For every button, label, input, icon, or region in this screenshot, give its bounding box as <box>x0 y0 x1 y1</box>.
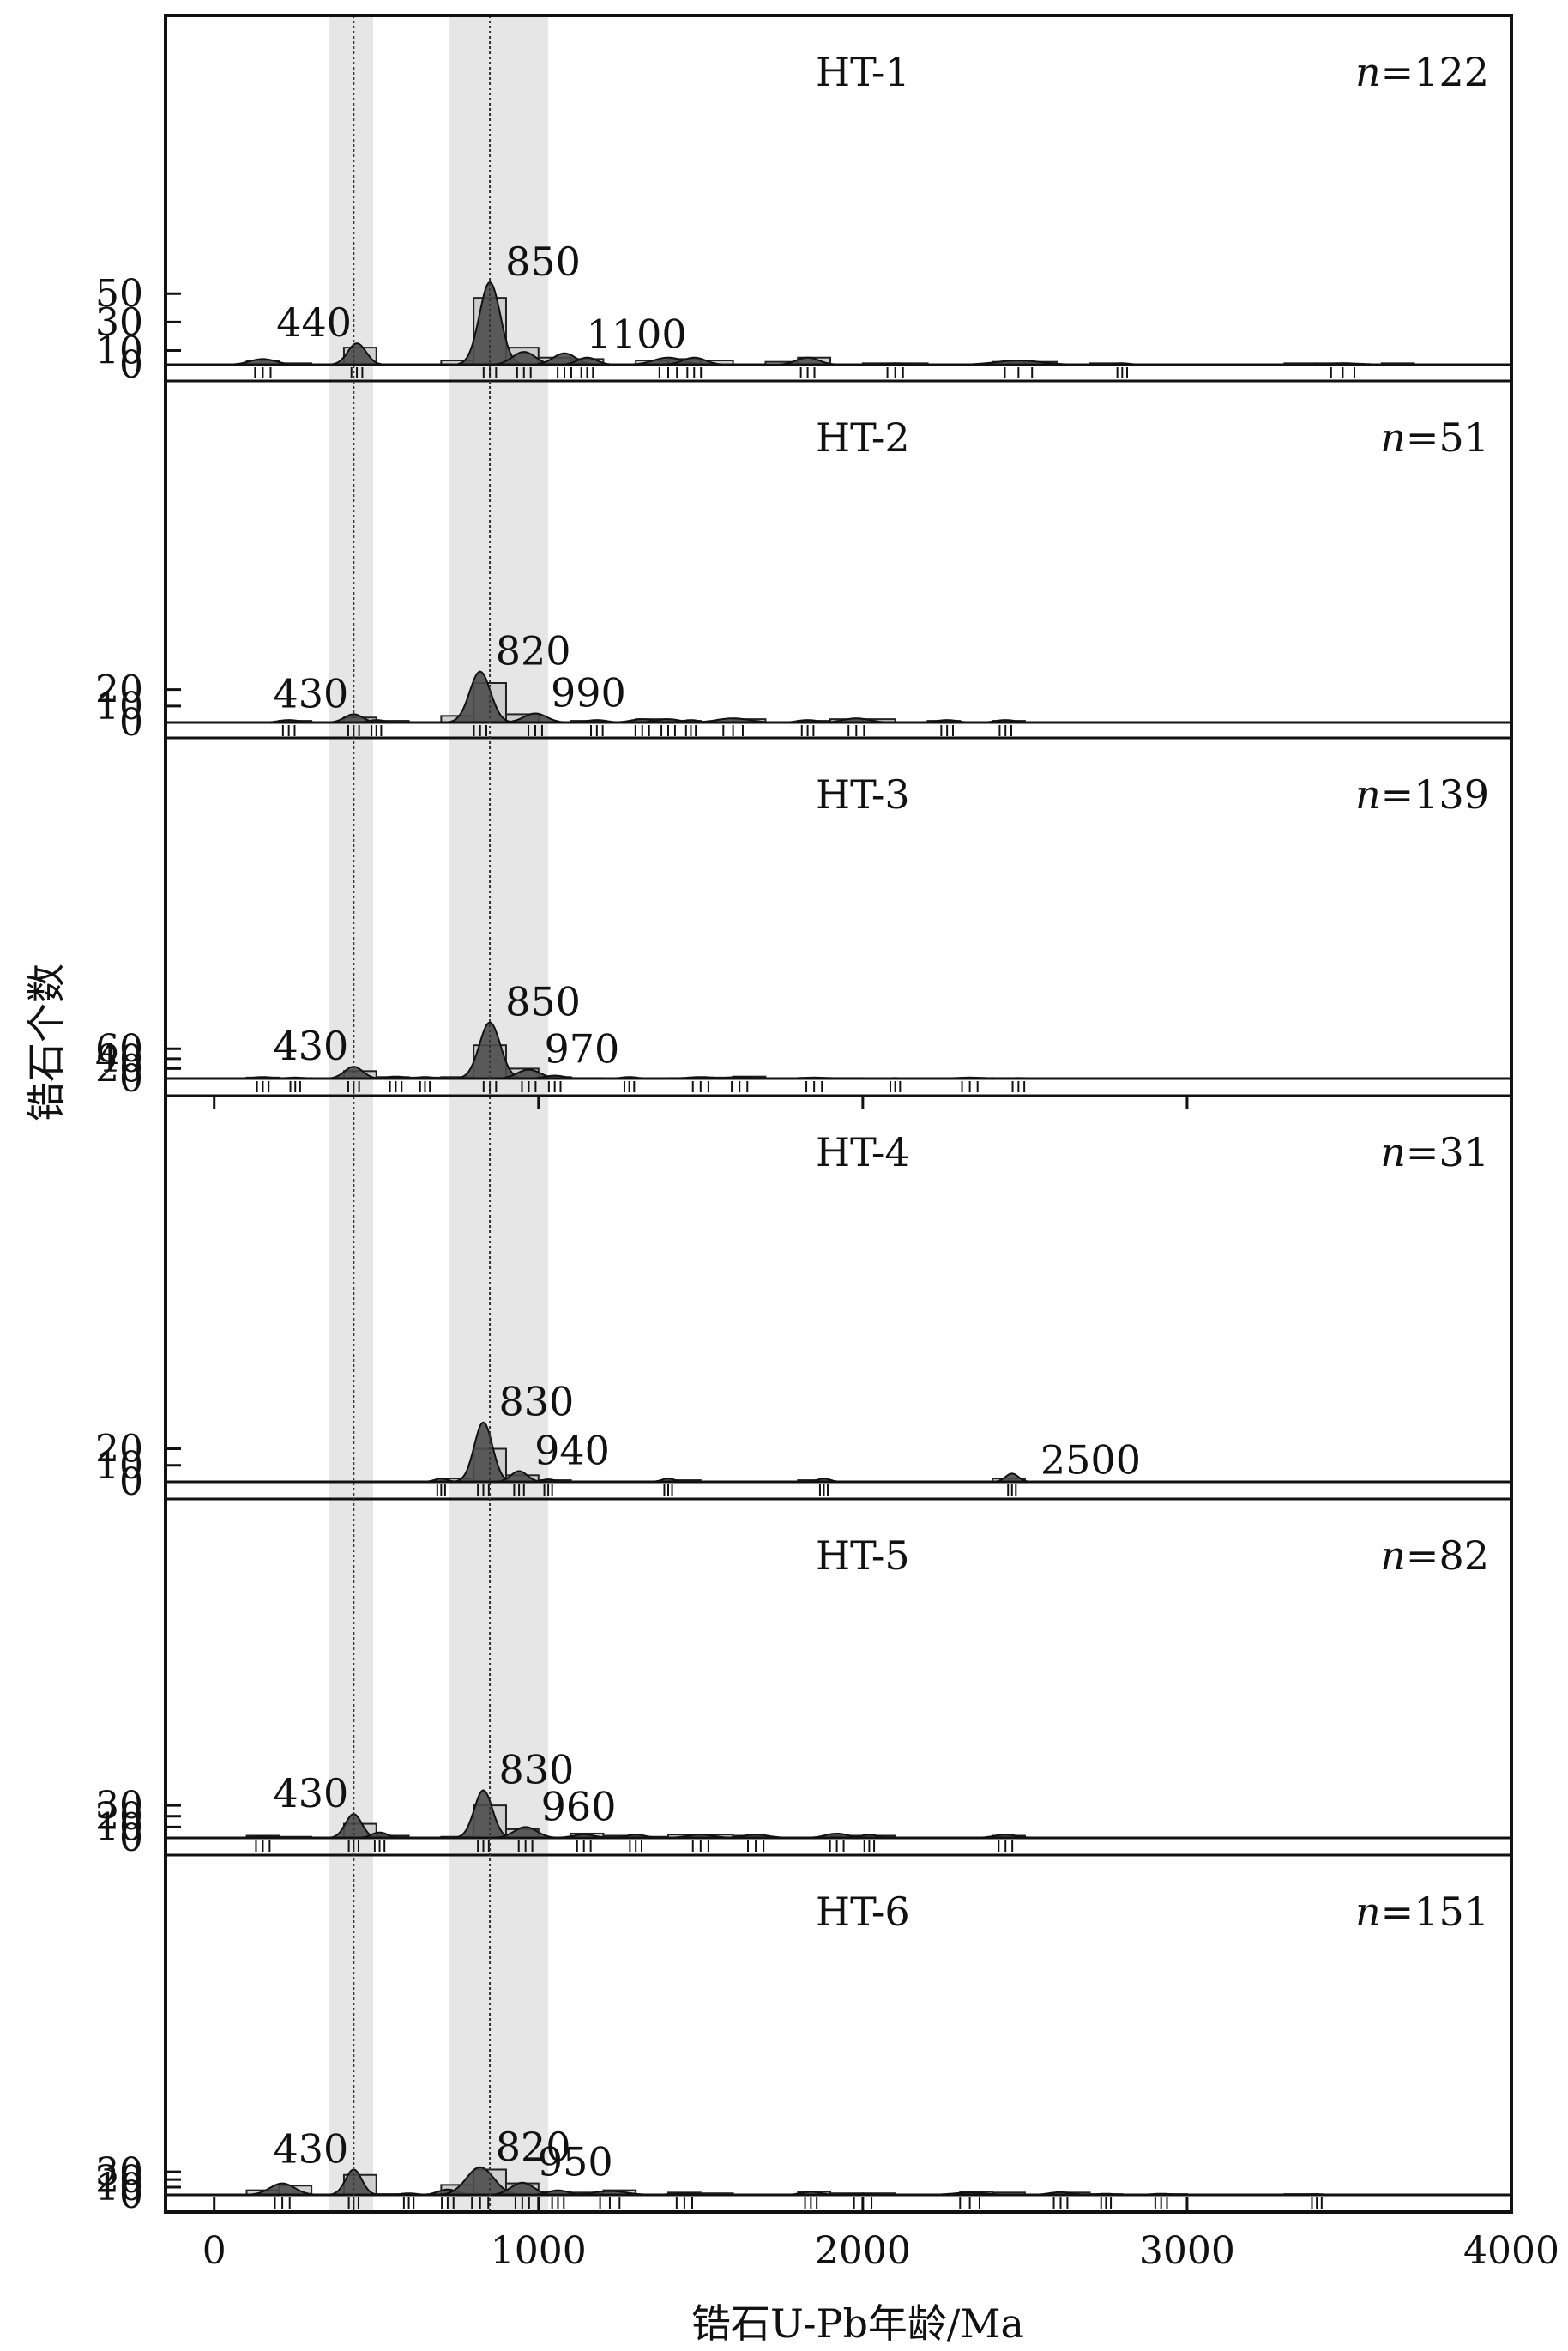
peak-age-label: 2500 <box>1040 1437 1141 1484</box>
peak-age-label: 430 <box>273 1023 348 1069</box>
y-tick-label: 30 <box>95 1784 143 1828</box>
y-tick-label: 0 <box>119 701 143 745</box>
y-tick-label: 0 <box>119 343 143 387</box>
y-tick-label: 20 <box>95 2158 143 2202</box>
sample-name: HT-2 <box>816 414 910 461</box>
peak-age-label: 850 <box>505 239 581 285</box>
sample-count: n=51 <box>1380 414 1489 461</box>
y-tick-label: 10 <box>95 685 143 728</box>
sample-name: HT-6 <box>816 1889 910 1935</box>
plot-border <box>164 14 1513 2214</box>
y-tick-label: 0 <box>119 1057 143 1101</box>
y-tick-label: 10 <box>95 1444 143 1488</box>
peak-age-label: 830 <box>499 1746 575 1792</box>
peak-age-label: 850 <box>505 979 581 1025</box>
sample-count: n=151 <box>1355 1889 1489 1935</box>
sample-count: n=31 <box>1380 1129 1489 1176</box>
y-tick-label: 50 <box>95 272 143 316</box>
sample-count: n=122 <box>1355 49 1489 95</box>
peak-age-label: 960 <box>541 1783 617 1829</box>
peak-age-label: 440 <box>276 299 352 346</box>
sample-name: HT-1 <box>816 49 910 95</box>
x-tick-label: 4000 <box>1463 2229 1559 2273</box>
x-tick-label: 1000 <box>491 2229 587 2273</box>
y-tick-label: 10 <box>95 2166 143 2209</box>
peak-age-label: 430 <box>273 670 348 716</box>
kde-peak <box>329 342 385 366</box>
y-tick-label: 10 <box>95 329 143 372</box>
peak-age-label: 940 <box>534 1427 610 1473</box>
sample-count: n=139 <box>1355 771 1489 818</box>
peak-age-label: 990 <box>551 669 626 716</box>
y-tick-label: 0 <box>119 1460 143 1504</box>
sample-name: HT-3 <box>816 771 910 818</box>
kde-peak <box>455 1789 512 1839</box>
peak-age-label: 430 <box>273 1770 348 1816</box>
sample-name: HT-5 <box>816 1532 910 1579</box>
y-tick-label: 0 <box>119 1816 143 1860</box>
y-tick-label: 60 <box>95 1027 143 1071</box>
peak-age-label: 950 <box>538 2139 613 2185</box>
peak-age-label: 430 <box>273 2125 348 2172</box>
peak-age-label: 830 <box>499 1379 575 1425</box>
peak-age-label: 970 <box>544 1026 619 1073</box>
y-tick-label: 30 <box>95 300 143 344</box>
y-tick-label: 30 <box>95 2150 143 2194</box>
y-tick-label: 10 <box>95 1805 143 1849</box>
x-tick-label: 2000 <box>815 2229 911 2273</box>
sample-count: n=82 <box>1380 1532 1489 1579</box>
reference-lines <box>353 15 492 2212</box>
x-axis-title: 锆石U-Pb年龄/Ma <box>691 2300 1024 2347</box>
y-tick-label: 20 <box>95 668 143 712</box>
x-tick-label: 3000 <box>1139 2229 1235 2273</box>
x-tick-label: 0 <box>202 2229 226 2273</box>
y-tick-label: 40 <box>95 1037 143 1081</box>
kde-peak <box>455 1421 512 1483</box>
sample-name: HT-4 <box>816 1129 910 1176</box>
y-tick-label: 20 <box>95 1428 143 1472</box>
peak-age-label: 820 <box>496 2124 571 2170</box>
kde-peak <box>448 670 512 723</box>
peak-age-label: 1100 <box>587 311 687 358</box>
y-axis-title: 锆石个数 <box>23 964 69 1121</box>
y-tick-label: 20 <box>95 1795 143 1839</box>
y-tick-label: 0 <box>119 2173 143 2217</box>
plot-frame <box>164 14 1513 2214</box>
y-tick-label: 20 <box>95 1047 143 1091</box>
peak-age-label: 820 <box>496 628 571 674</box>
x-axis: 0 1000 2000 3000 4000 <box>202 1096 1559 2273</box>
